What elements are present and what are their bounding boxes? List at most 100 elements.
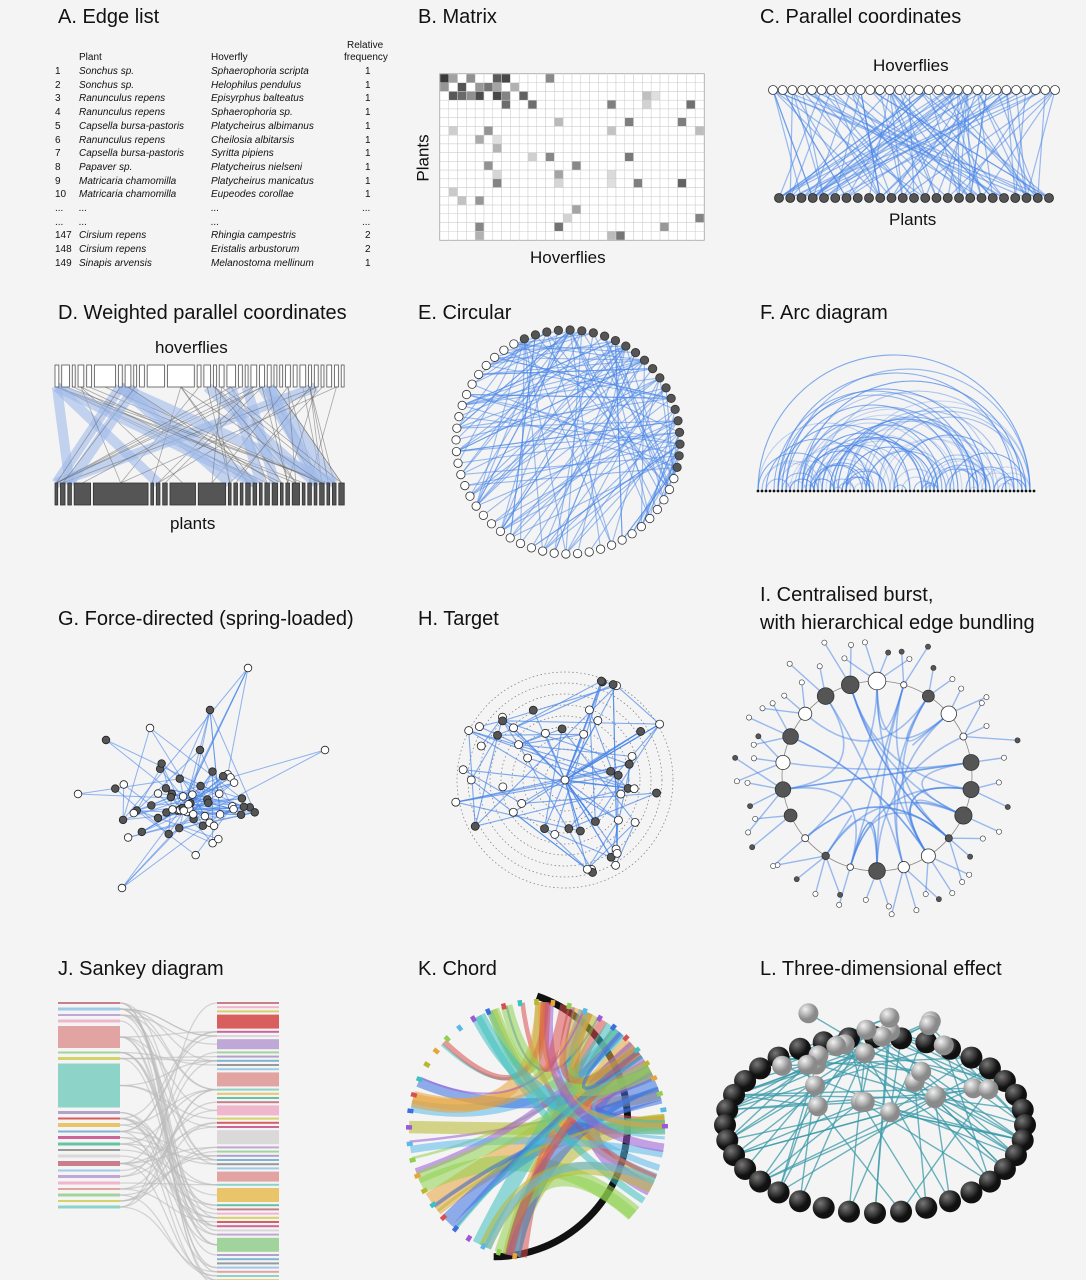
matrix-cell (474, 213, 485, 223)
hoverfly-bar (285, 364, 291, 388)
hoverfly-node (188, 790, 197, 799)
hoverfly-node (509, 339, 519, 349)
matrix-cell (686, 204, 696, 215)
arc-node (804, 489, 808, 493)
matrix-cell (659, 73, 670, 83)
edge-list-row: ............ (52, 203, 402, 216)
matrix-cell (501, 222, 511, 232)
matrix-cell (439, 213, 450, 223)
matrix-cell (545, 82, 555, 92)
edge-list-cell-hoverfly: ... (211, 203, 220, 214)
panel-i-title-1: I. Centralised burst, (760, 584, 934, 606)
hoverfly-leaf (734, 778, 740, 785)
matrix-cell (562, 82, 573, 92)
matrix-cell (536, 204, 546, 215)
matrix-cell (527, 126, 538, 136)
three-d-edge (889, 1038, 902, 1113)
three-d-edge (733, 1052, 866, 1096)
matrix-cell (633, 169, 643, 180)
arc-node (1000, 489, 1004, 493)
matrix-cell (554, 126, 564, 136)
matrix-cell (474, 161, 485, 171)
arc-node (760, 489, 764, 493)
force-edge (227, 667, 249, 775)
hoverfly-leaf (913, 907, 920, 914)
hoverfly-leaf (836, 901, 843, 908)
matrix-cell (448, 91, 458, 101)
plant-node (498, 716, 507, 726)
panel-h-title: H. Target (418, 608, 499, 630)
matrix-cell (492, 108, 502, 118)
weighted-edge (120, 386, 337, 484)
matrix-cell (483, 204, 494, 215)
matrix-cell (615, 231, 626, 241)
target-edge (554, 681, 603, 835)
sankey-right-node (217, 1030, 279, 1033)
sankey-flow (119, 1088, 218, 1145)
bundled-edge (895, 684, 950, 839)
matrix-cell (659, 99, 670, 110)
circular-edge (460, 330, 583, 475)
plant-node (675, 439, 685, 449)
burst-branch (838, 866, 851, 906)
plant-node (610, 335, 621, 346)
matrix-cell (571, 169, 582, 180)
matrix-cell (483, 161, 494, 171)
arc-node (768, 489, 772, 493)
sankey-left-node (58, 1002, 120, 1004)
plant-node (493, 730, 502, 740)
matrix-cell (448, 82, 458, 92)
hoverfly-leaf (958, 685, 965, 692)
sankey-flow (119, 1036, 218, 1112)
sankey-right-node (217, 1233, 279, 1236)
plant-node (470, 821, 480, 831)
panel-d-title: D. Weighted parallel coordinates (58, 302, 347, 324)
plant-node (674, 427, 685, 437)
matrix-cell (686, 161, 696, 171)
edge-list-cell-plant: Capsella bursa-pastoris (79, 148, 185, 160)
matrix-cell (650, 117, 661, 127)
matrix-cell (677, 117, 687, 127)
parallel-edge (778, 89, 823, 199)
matrix-cell (439, 126, 450, 136)
arc-edge (777, 372, 1015, 492)
matrix-cell (448, 169, 458, 180)
matrix-cell (571, 222, 582, 232)
burst-branch (903, 646, 929, 686)
arc-edge (925, 458, 991, 492)
arc-edge (977, 472, 1015, 492)
edge-list-row: 3 Ranunculus repens Episyrphus balteatus 1 (52, 93, 402, 106)
arc-edge (877, 416, 1027, 492)
chord-segment (596, 1014, 604, 1023)
matrix-cell (518, 169, 529, 180)
matrix-cell (439, 178, 450, 188)
matrix-cell (615, 134, 626, 145)
matrix-cell (527, 161, 538, 171)
chord-ribbon (454, 1055, 643, 1230)
sankey-flow (119, 1155, 218, 1190)
matrix-cell (483, 178, 494, 188)
sankey-left-node (58, 1117, 120, 1120)
hoverfly-node (982, 85, 992, 95)
matrix-cell (580, 117, 590, 127)
matrix-cell (686, 91, 696, 101)
weighted-edge (127, 386, 276, 484)
hoverfly-node (515, 538, 526, 549)
arc-edge (901, 476, 931, 492)
circular-edge (456, 420, 678, 429)
matrix-cell (659, 108, 670, 118)
matrix-cell (536, 213, 546, 223)
arc-node (984, 489, 988, 493)
target-edge (616, 685, 660, 725)
matrix-cell (598, 108, 608, 118)
matrix-cell (554, 152, 564, 162)
matrix-cell (694, 91, 705, 101)
matrix-cell (642, 196, 652, 206)
hoverfly-node (123, 833, 133, 842)
plant-node (962, 781, 980, 798)
arc-edge (833, 428, 959, 492)
matrix-cell (483, 222, 494, 232)
matrix-cell (650, 187, 661, 197)
arc-node (892, 489, 896, 493)
edge-list-cell-hoverfly: Platycheirus manicatus (211, 175, 314, 187)
